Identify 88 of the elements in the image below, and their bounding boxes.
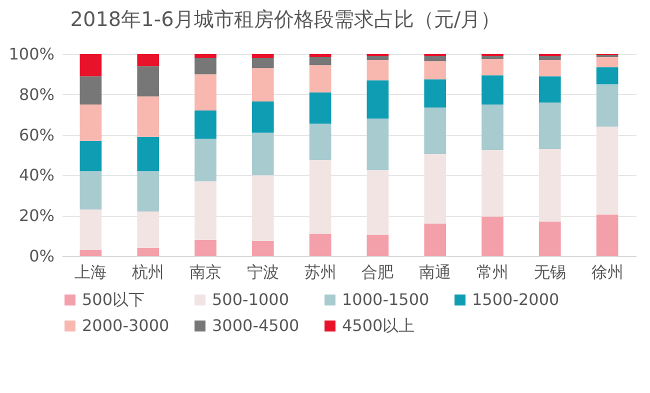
bar [538,60,561,76]
bar [538,102,561,149]
x-tick-label: 南京 [190,262,222,282]
bar [596,67,618,84]
bar [252,54,274,58]
bar [137,248,160,256]
bar [137,136,160,172]
y-tick-label: 0% [29,246,54,266]
bar [424,79,446,108]
bar [482,59,504,76]
bar [80,171,102,210]
bar [80,250,102,256]
bar [194,54,216,58]
bar [366,170,389,235]
bar [309,57,332,66]
bar [309,92,332,124]
x-tick-label: 南通 [419,262,452,282]
bar [424,108,446,154]
bar [309,54,332,58]
bar [194,110,216,139]
bar [482,150,504,217]
bar [482,216,504,256]
bar [309,124,332,160]
x-tick-label: 苏州 [304,262,336,282]
bar [80,104,102,141]
y-tick-label: 20% [18,206,54,226]
bar [482,104,504,150]
bar [309,160,332,234]
bar [80,140,102,172]
bar [366,234,389,256]
bar [596,57,618,68]
legend-label: 500以下 [82,290,145,309]
bar [538,76,561,102]
bar [137,171,160,212]
bar [252,175,274,241]
legend-label: 500-1000 [212,290,290,309]
x-tick-label: 杭州 [131,262,164,282]
y-tick-label: 80% [18,84,54,104]
x-tick-label: 徐州 [591,262,624,282]
x-tick-label: 宁波 [246,262,279,282]
bar [538,222,561,256]
bar [137,212,160,248]
bar [252,132,274,176]
bar [137,54,160,66]
bar [482,75,504,104]
bar [80,54,102,76]
legend-label: 1500-2000 [472,290,560,309]
bar [538,56,561,60]
bar [252,240,274,256]
bar [194,58,216,74]
x-tick-label: 合肥 [362,262,394,282]
bar [366,80,389,119]
bar [366,56,389,60]
y-tick-label: 60% [18,125,54,144]
bar [80,210,102,250]
bar [424,154,446,224]
bar [80,76,102,104]
bar [424,56,446,62]
legend-label: 4500以上 [342,316,415,335]
x-tick-label: 常州 [476,262,508,282]
x-tick-label: 无锡 [534,262,566,282]
bar [596,84,618,127]
bar [137,66,160,96]
bar [252,68,274,102]
bar [309,234,332,256]
legend-label: 3000-4500 [212,316,300,335]
bar [482,56,504,60]
bar [194,74,216,111]
bar [252,58,274,68]
bar [596,126,618,215]
bar [252,101,274,133]
legend-label: 2000-3000 [82,316,170,335]
bar [366,60,389,80]
bar [194,181,216,240]
y-tick-label: 40% [18,166,54,185]
x-tick-label: 上海 [74,262,107,282]
bar [194,138,216,182]
bar [309,65,332,92]
y-tick-label: 100% [8,44,54,64]
bar [538,148,561,222]
bar [194,240,216,256]
bar [424,224,446,256]
bar [137,96,160,137]
bar [366,118,389,170]
legend-label: 1000-1500 [342,290,430,309]
bar [596,214,618,256]
chart-title: 2018年1-6月城市租房价格段需求占比（元/月） [70,7,501,31]
bar [424,61,446,80]
